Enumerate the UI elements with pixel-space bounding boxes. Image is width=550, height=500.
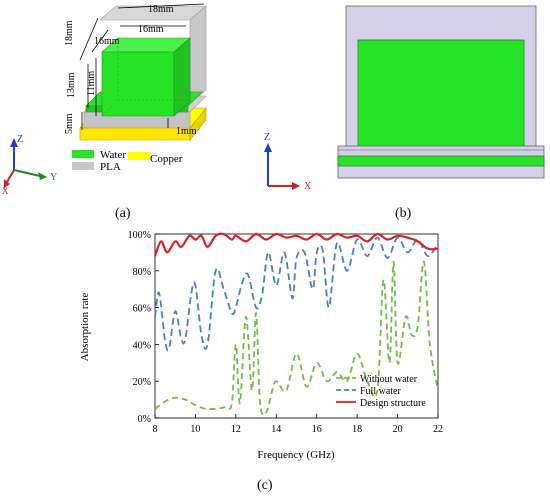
y-tick-label: 20% [133, 377, 151, 388]
caption-a: (a) [115, 206, 131, 221]
series-line-design-structure [153, 232, 439, 257]
x-tick-label: 10 [190, 424, 200, 435]
dim-16mm-top: 16mm [138, 24, 164, 35]
pla-shell-side [189, 5, 207, 105]
legend-pla-label: PLA [100, 161, 121, 173]
y-tick-label: 60% [133, 304, 151, 315]
legend-water-swatch [72, 150, 94, 158]
legend-label-1: Full water [360, 386, 401, 397]
axis-x-label-b: X [304, 181, 312, 192]
panel-a-3d-structure: 18mm 16mm 18mm 16mm 13mm 11mm 5mm 1mm Wa… [2, 3, 207, 196]
series-layer [153, 232, 439, 416]
axis-z-label-a: Z [17, 134, 23, 145]
dim-18mm-side: 18mm [64, 20, 75, 46]
water-block-front [101, 51, 175, 117]
dim-1mm: 1mm [176, 126, 197, 137]
axis-x-label-a: X [2, 186, 9, 196]
plot-area [154, 233, 439, 419]
dim-5mm: 5mm [64, 113, 75, 134]
x-tick-label: 8 [153, 424, 158, 435]
legend-pla-swatch [72, 162, 94, 170]
y-tick-label: 40% [133, 340, 151, 351]
y-tick-label: 0% [138, 414, 151, 425]
legend-label-2: Design structure [360, 398, 426, 409]
caption-c: (c) [257, 478, 273, 493]
dim-11mm: 11mm [86, 71, 97, 96]
x-tick-label: 12 [231, 424, 241, 435]
copper-front [79, 127, 191, 141]
caption-b: (b) [395, 206, 412, 221]
series-line-full-water [154, 236, 439, 352]
axis-z-label-b: Z [264, 132, 270, 143]
dimension-lines [79, 3, 205, 130]
dim-16mm-side: 16mm [94, 36, 120, 47]
x-tick-label: 20 [393, 424, 403, 435]
absorption-chart: 8 10 12 14 16 18 20 22 0% 20% 40% 60% 80% 100% Freque… [79, 230, 443, 461]
series-line-without-water [154, 260, 439, 416]
copper-side [189, 107, 207, 141]
legend-copper-swatch [128, 152, 150, 160]
ticks-layer: 8 10 12 14 16 18 20 22 0% 20% 40% 60% 80% 100% [128, 230, 443, 435]
legend-copper-label: Copper [150, 153, 183, 165]
x-tick-label: 18 [352, 424, 362, 435]
legend-water-label: Water [100, 149, 126, 161]
x-tick-label: 16 [312, 424, 322, 435]
plot-frame [154, 233, 439, 419]
water-block-section [357, 39, 525, 151]
water-block-side [173, 37, 191, 117]
axis-triad-a [4, 138, 47, 188]
axis-triad-b [264, 143, 300, 190]
x-axis-label: Frequency (GHz) [257, 449, 335, 461]
water-thin-layer [337, 155, 545, 167]
y-tick-label: 80% [133, 267, 151, 278]
y-tick-label: 100% [128, 230, 151, 241]
panel-b-cross-section: Z X [264, 5, 545, 192]
x-tick-label: 22 [433, 424, 443, 435]
dim-13mm: 13mm [66, 72, 77, 98]
x-tick-label: 14 [271, 424, 281, 435]
dim-18mm-top: 18mm [148, 4, 174, 15]
axis-y-label-a: Y [50, 172, 57, 183]
y-axis-label: Absorption rate [79, 293, 91, 362]
legend-label-0: Without water [360, 374, 418, 385]
